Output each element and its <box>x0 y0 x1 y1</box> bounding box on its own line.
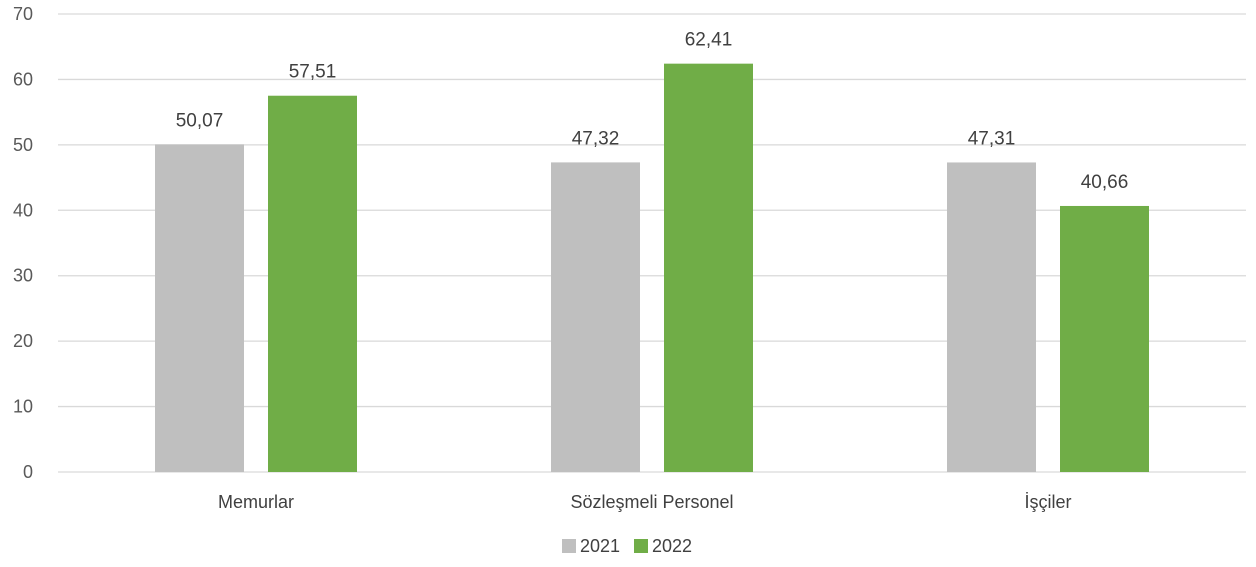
y-tick-label: 30 <box>13 266 33 286</box>
data-label: 57,51 <box>289 62 337 83</box>
bars <box>155 63 1149 473</box>
data-labels: 50,07 57,51 47,32 62,41 47,31 40,66 <box>176 30 1129 193</box>
y-tick-label: 10 <box>13 397 33 417</box>
x-category-label: Sözleşmeli Personel <box>570 492 733 512</box>
x-category-label: İşçiler <box>1024 492 1071 512</box>
bar-2021-2 <box>947 162 1036 472</box>
gridlines <box>58 13 1246 473</box>
legend-label: 2021 <box>580 536 620 556</box>
legend: 2021 2022 <box>562 536 692 556</box>
data-label: 47,31 <box>968 128 1016 149</box>
data-label: 62,41 <box>685 30 733 51</box>
y-tick-label: 20 <box>13 331 33 351</box>
y-tick-label: 50 <box>13 135 33 155</box>
bar-2022-2 <box>1060 205 1149 473</box>
data-label: 40,66 <box>1081 172 1129 193</box>
x-category-label: Memurlar <box>218 492 294 512</box>
bar-2021-0 <box>155 144 244 472</box>
legend-label: 2022 <box>652 536 692 556</box>
y-tick-label: 40 <box>13 200 33 220</box>
data-label: 47,32 <box>572 128 620 149</box>
legend-swatch-2022 <box>634 539 648 553</box>
legend-swatch-2021 <box>562 539 576 553</box>
y-tick-label: 0 <box>23 462 33 482</box>
y-axis-ticks: 0 10 20 30 40 50 60 70 <box>13 4 33 482</box>
x-axis-categories: Memurlar Sözleşmeli Personel İşçiler <box>218 492 1072 512</box>
bar-2022-1 <box>664 63 753 473</box>
bar-2022-0 <box>268 95 357 473</box>
bar-2021-1 <box>551 162 640 472</box>
y-tick-label: 60 <box>13 69 33 89</box>
data-label: 50,07 <box>176 110 224 131</box>
y-tick-label: 70 <box>13 4 33 24</box>
